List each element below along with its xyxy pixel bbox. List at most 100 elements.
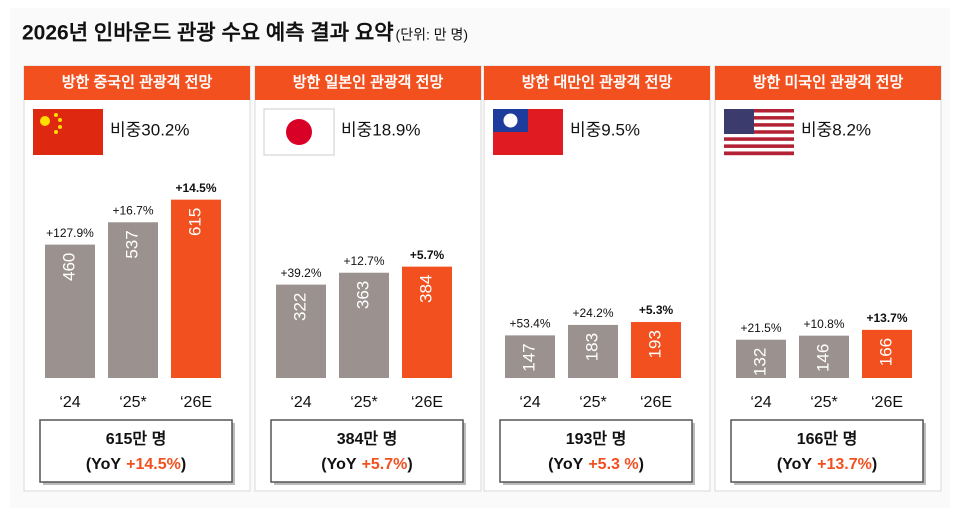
bar	[171, 199, 221, 378]
flag-stripe	[724, 109, 794, 113]
x-tick-label: ‘25*	[350, 394, 378, 411]
yoy-value: +14.5%	[126, 456, 181, 473]
yoy-close: )	[639, 456, 644, 473]
panel-title: 방한 중국인 관광객 전망	[62, 73, 213, 91]
panel-title: 방한 일본인 관광객 전망	[293, 73, 444, 91]
bar-value-label: 146	[813, 344, 832, 372]
yoy-value: +5.7%	[362, 456, 408, 473]
summary-total: 384만 명	[337, 430, 398, 448]
flag-star	[58, 118, 62, 122]
flag-stripe	[724, 123, 794, 127]
yoy-close: )	[407, 456, 412, 473]
yoy-open: (YoY	[777, 456, 813, 473]
x-tick-label: ‘24	[519, 394, 540, 411]
flag-star	[54, 130, 58, 134]
x-tick-label: ‘24	[750, 394, 771, 411]
yoy-value: +13.7%	[817, 456, 872, 473]
summary-box	[499, 419, 693, 483]
growth-label: +127.9%	[46, 226, 94, 240]
yoy-open: (YoY	[86, 456, 122, 473]
share-label: 비중30.2%	[110, 120, 189, 139]
bar-value-label: 147	[519, 343, 538, 371]
share-label: 비중18.9%	[341, 120, 420, 139]
flag-stripe	[724, 151, 794, 156]
bar-value-label: 460	[59, 253, 78, 281]
flag-sun	[503, 113, 518, 128]
yoy-close: )	[181, 456, 186, 473]
flag-stripe	[724, 133, 794, 138]
flag-stripe	[724, 137, 794, 142]
flag-stripe	[724, 112, 794, 117]
summary-total: 193만 명	[566, 430, 627, 448]
share-label: 비중9.5%	[570, 120, 640, 139]
x-tick-label: ‘26E	[871, 394, 903, 411]
growth-label: +39.2%	[280, 266, 321, 280]
bar	[402, 266, 452, 378]
flag-stripe	[724, 147, 794, 152]
bar	[799, 335, 849, 378]
flag-field	[33, 109, 103, 155]
yoy-value: +5.3 %	[588, 456, 638, 473]
yoy-open: (YoY	[548, 456, 584, 473]
bar	[736, 339, 786, 378]
growth-label: +21.5%	[740, 321, 781, 335]
flag-star	[54, 113, 58, 117]
summary-yoy: (YoY +13.7%)	[777, 456, 877, 473]
flag	[724, 109, 794, 156]
summary-yoy: (YoY +14.5%)	[86, 456, 186, 473]
flag-stripe	[724, 119, 794, 124]
summary-total: 166만 명	[797, 430, 858, 448]
flag	[33, 109, 103, 155]
flag-stripe	[724, 130, 794, 134]
bar	[505, 335, 555, 378]
summary-total: 615만 명	[106, 430, 167, 448]
page-title: 2026년 인바운드 관광 수요 예측 결과 요약	[22, 22, 394, 45]
bar-value-label: 363	[353, 281, 372, 309]
bar	[862, 329, 912, 378]
summary-box	[39, 419, 233, 483]
flag-stripe	[724, 144, 794, 149]
bar	[631, 322, 681, 378]
panel-title: 방한 대만인 관광객 전망	[522, 73, 673, 91]
growth-label: +14.5%	[175, 181, 216, 195]
x-tick-label: ‘25*	[810, 394, 838, 411]
flag-disc	[286, 119, 312, 145]
x-tick-label: ‘26E	[180, 394, 212, 411]
x-tick-label: ‘25*	[579, 394, 607, 411]
bar	[276, 284, 326, 378]
bar	[108, 222, 158, 378]
flag-canton	[724, 109, 754, 134]
bar-value-label: 384	[416, 275, 435, 303]
yoy-close: )	[872, 456, 877, 473]
flag-star	[40, 116, 50, 126]
summary-box	[730, 419, 924, 483]
bar-value-label: 537	[122, 230, 141, 258]
flag	[263, 108, 335, 156]
yoy-open: (YoY	[321, 456, 357, 473]
growth-label: +24.2%	[572, 306, 613, 320]
unit-note: (단위: 만 명)	[396, 27, 469, 43]
bar	[339, 272, 389, 378]
summary-box	[270, 419, 464, 483]
growth-label: +13.7%	[866, 311, 907, 325]
flag-stripe	[724, 116, 794, 120]
growth-label: +5.3%	[639, 303, 674, 317]
flag-star	[58, 125, 62, 129]
summary-yoy: (YoY +5.3 %)	[548, 456, 644, 473]
bar-value-label: 183	[582, 333, 601, 361]
x-tick-label: ‘25*	[119, 394, 147, 411]
bar-value-label: 193	[645, 330, 664, 358]
flag	[493, 109, 563, 155]
bar-value-label: 166	[876, 338, 895, 366]
panel-header	[24, 66, 250, 100]
x-tick-label: ‘26E	[411, 394, 443, 411]
share-label: 비중8.2%	[801, 120, 871, 139]
growth-label: +16.7%	[112, 203, 153, 217]
bar-value-label: 132	[750, 348, 769, 376]
growth-label: +53.4%	[509, 317, 550, 331]
bar	[568, 324, 618, 378]
growth-label: +10.8%	[803, 317, 844, 331]
panel-title: 방한 미국인 관광객 전망	[753, 73, 904, 91]
summary-yoy: (YoY +5.7%)	[321, 456, 412, 473]
